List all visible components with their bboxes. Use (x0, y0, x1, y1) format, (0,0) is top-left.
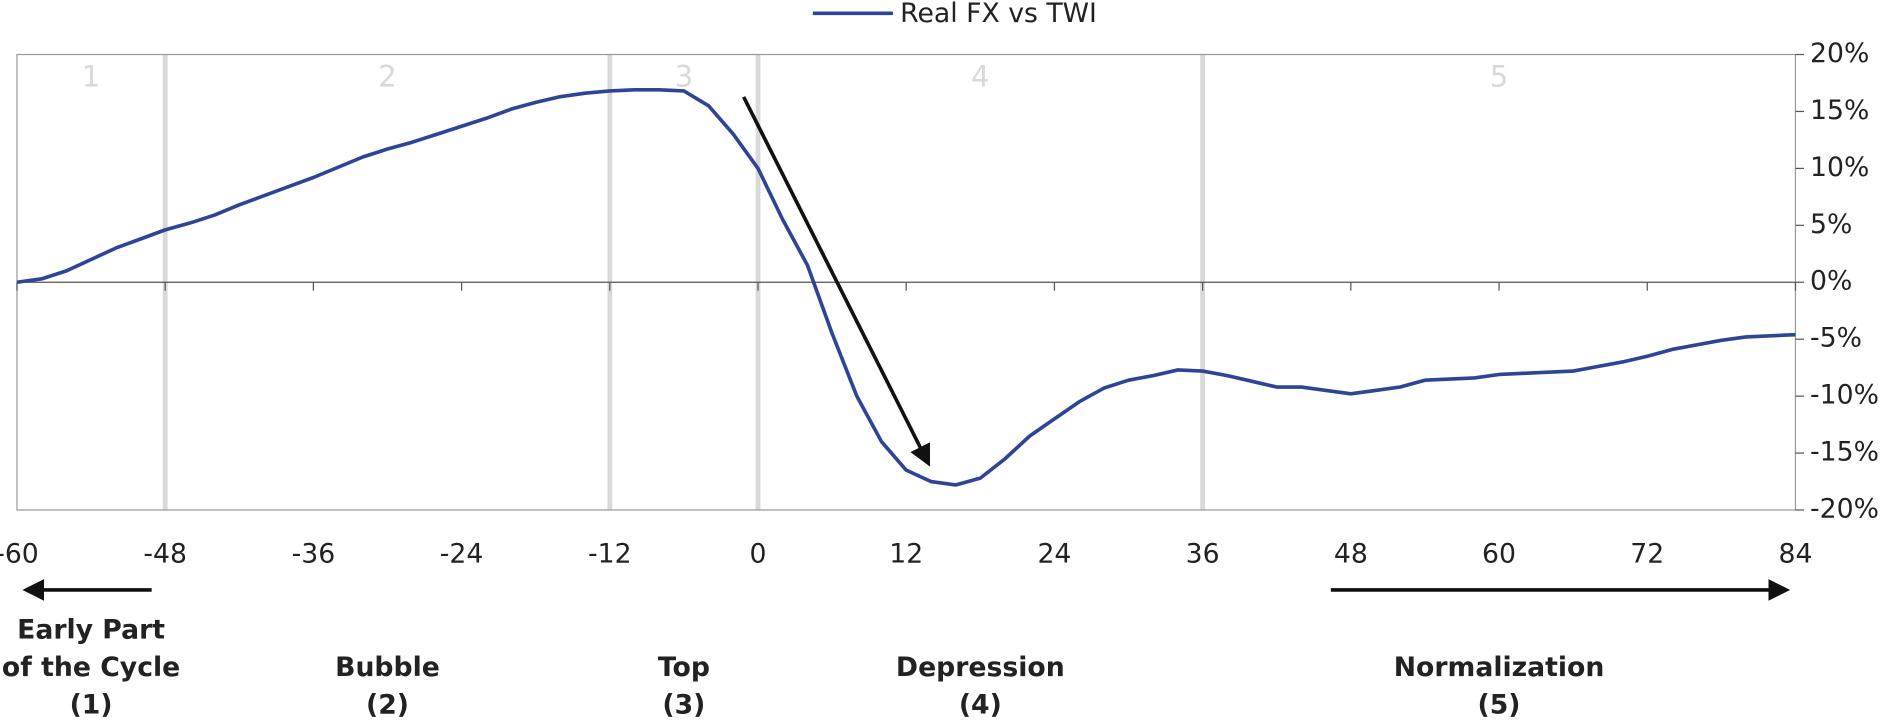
x-tick-label: 12 (889, 538, 923, 569)
phase-name: (2) (366, 690, 409, 721)
phase-name: Top (658, 652, 710, 683)
phase-name: Normalization (1394, 652, 1605, 683)
y-tick-label: 0% (1810, 266, 1852, 297)
phase-number: 1 (82, 60, 101, 94)
x-tick-label: 36 (1186, 538, 1220, 569)
data-layer (16, 87, 1796, 487)
phase-name: (4) (959, 690, 1002, 721)
x-tick-label: 60 (1482, 538, 1516, 569)
y-tick-label: 5% (1810, 209, 1852, 240)
y-tick-label: -10% (1810, 380, 1879, 411)
y-tick-label: -20% (1810, 494, 1879, 525)
phase-name: Depression (896, 652, 1065, 683)
phase-number: 2 (378, 60, 397, 94)
x-tick-label: 72 (1630, 538, 1664, 569)
x-tick-label: 0 (750, 538, 767, 569)
phase-name: (5) (1478, 690, 1521, 721)
phase-name: Early Part (17, 615, 165, 646)
y-tick-label: -5% (1810, 323, 1862, 354)
phase-name: (3) (662, 690, 705, 721)
y-tick-label: 15% (1810, 95, 1869, 126)
decline-arrow (742, 96, 931, 467)
x-tick-label: 24 (1037, 538, 1071, 569)
y-tick-label: 10% (1810, 152, 1869, 183)
legend-label: Real FX vs TWI (900, 0, 1097, 29)
phase-number: 4 (971, 60, 990, 94)
y-tick-label: 20% (1810, 38, 1869, 69)
phase-name: of the Cycle (2, 652, 180, 683)
y-tick-label: -15% (1810, 437, 1879, 468)
phase-number: 5 (1490, 60, 1509, 94)
x-tick-label: -60 (0, 538, 39, 569)
x-tick-label: -36 (292, 538, 336, 569)
x-tick-label: -24 (440, 538, 484, 569)
phase-name: Bubble (335, 652, 440, 683)
data-line (16, 87, 1796, 487)
x-tick-label: -48 (143, 538, 187, 569)
phase-number: 3 (675, 60, 694, 94)
axes-layer: 20% 15% 10% 5% 0% -5% -10% -15% -20% -60 -48 -36 -24… (0, 38, 1879, 569)
x-tick-label: 48 (1334, 538, 1368, 569)
x-tick-label: -12 (588, 538, 632, 569)
x-tick-label: 84 (1778, 538, 1812, 569)
phase-name: (1) (70, 690, 113, 721)
